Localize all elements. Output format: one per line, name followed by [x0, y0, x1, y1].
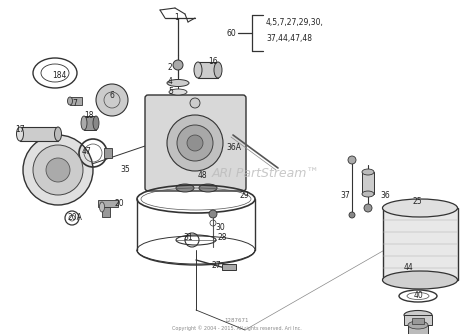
Bar — [98, 200, 118, 207]
Text: 28: 28 — [218, 233, 228, 242]
Circle shape — [33, 145, 83, 195]
Text: 1: 1 — [174, 13, 179, 22]
Circle shape — [23, 135, 93, 205]
Bar — [404, 315, 432, 325]
Bar — [20, 127, 58, 141]
Text: 25: 25 — [413, 197, 423, 206]
Text: 47: 47 — [82, 147, 92, 156]
Text: 31: 31 — [183, 233, 192, 242]
Bar — [102, 207, 110, 217]
Text: 37,44,47,48: 37,44,47,48 — [266, 34, 312, 43]
Circle shape — [96, 84, 128, 116]
Circle shape — [177, 125, 213, 161]
Text: 5: 5 — [168, 88, 173, 97]
Circle shape — [349, 212, 355, 218]
Ellipse shape — [214, 62, 222, 78]
Text: 29: 29 — [240, 191, 250, 200]
Ellipse shape — [169, 89, 187, 95]
Text: 60: 60 — [226, 28, 236, 37]
Bar — [104, 148, 112, 158]
FancyBboxPatch shape — [145, 95, 246, 191]
Ellipse shape — [194, 62, 202, 78]
Circle shape — [209, 210, 217, 218]
Bar — [362, 172, 374, 194]
Text: 184: 184 — [52, 70, 66, 79]
Text: 35: 35 — [120, 166, 130, 174]
Text: 48: 48 — [198, 170, 208, 179]
Circle shape — [46, 158, 70, 182]
Circle shape — [364, 204, 372, 212]
Circle shape — [187, 135, 203, 151]
Ellipse shape — [55, 127, 62, 141]
Bar — [383, 208, 458, 280]
Circle shape — [348, 156, 356, 164]
Text: 27: 27 — [212, 261, 222, 270]
Text: ARI PartStream™: ARI PartStream™ — [211, 167, 319, 180]
Ellipse shape — [383, 199, 457, 217]
Text: 16: 16 — [208, 57, 218, 66]
Circle shape — [167, 115, 223, 171]
Ellipse shape — [176, 184, 194, 192]
Ellipse shape — [167, 79, 189, 87]
Ellipse shape — [81, 116, 87, 130]
Text: 4,5,7,27,29,30,: 4,5,7,27,29,30, — [266, 18, 324, 27]
Bar — [198, 62, 218, 78]
Circle shape — [190, 98, 200, 108]
Bar — [222, 264, 236, 270]
Text: 20A: 20A — [68, 213, 83, 222]
Text: 36: 36 — [380, 191, 390, 200]
Ellipse shape — [93, 116, 99, 130]
Bar — [412, 318, 424, 324]
Bar — [84, 116, 96, 130]
Text: 7: 7 — [72, 99, 77, 108]
Text: 6: 6 — [110, 91, 115, 100]
Ellipse shape — [17, 127, 24, 141]
Text: 17: 17 — [15, 126, 25, 135]
Circle shape — [173, 60, 183, 70]
Text: Copyright © 2004 - 2015. All rights reserved. Ari Inc.: Copyright © 2004 - 2015. All rights rese… — [172, 325, 302, 331]
Text: 30: 30 — [215, 223, 225, 232]
Text: 44: 44 — [404, 263, 414, 272]
Text: 40: 40 — [414, 292, 424, 301]
Text: 37: 37 — [340, 191, 350, 200]
Ellipse shape — [67, 97, 73, 105]
Text: 1287671: 1287671 — [225, 318, 249, 323]
Bar — [70, 97, 82, 105]
Ellipse shape — [362, 191, 374, 197]
Text: 20: 20 — [115, 198, 125, 207]
Ellipse shape — [100, 202, 104, 212]
Text: 18: 18 — [84, 111, 93, 120]
Ellipse shape — [408, 321, 428, 329]
Text: 36A: 36A — [226, 144, 241, 153]
Ellipse shape — [404, 311, 432, 320]
Ellipse shape — [199, 184, 217, 192]
Text: 2: 2 — [168, 62, 173, 71]
Ellipse shape — [362, 169, 374, 175]
Ellipse shape — [383, 271, 457, 289]
Bar — [408, 325, 428, 334]
Text: 4: 4 — [168, 77, 173, 87]
